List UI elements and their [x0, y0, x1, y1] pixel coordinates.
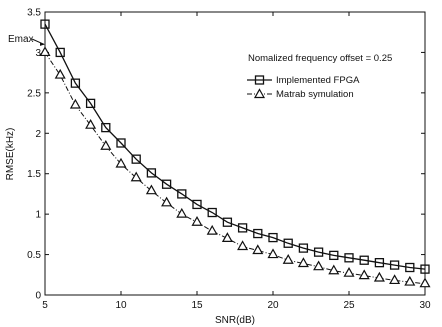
data-point-fpga: [420, 264, 430, 274]
data-point-matlab: [404, 275, 416, 286]
data-point-matlab: [206, 224, 218, 235]
data-point-matlab: [419, 277, 431, 288]
data-point-fpga: [192, 199, 202, 210]
y-tick-label: 1: [35, 210, 41, 221]
data-point-matlab: [313, 260, 325, 271]
x-tick-label: 20: [267, 300, 279, 311]
legend-marker-matlab: [253, 88, 266, 99]
x-tick-label: 5: [42, 300, 48, 311]
x-tick-label: 10: [115, 300, 127, 311]
data-point-matlab: [237, 240, 249, 251]
legend-marker-fpga: [254, 75, 265, 85]
data-point-fpga: [298, 243, 309, 253]
data-point-fpga: [116, 138, 126, 148]
data-point-matlab: [267, 248, 279, 259]
data-point-fpga: [70, 78, 81, 88]
data-point-fpga: [131, 154, 141, 164]
data-point-matlab: [191, 216, 203, 226]
data-point-matlab: [252, 244, 264, 255]
y-axis-label: RMSE(kHz): [5, 128, 16, 181]
data-point-fpga: [207, 207, 217, 218]
data-point-matlab: [221, 232, 233, 242]
x-axis-label: SNR(dB): [215, 315, 255, 326]
data-point-matlab: [343, 266, 355, 277]
y-tick-label: 0.5: [27, 250, 41, 261]
data-point-fpga: [161, 179, 172, 189]
x-tick-label: 15: [191, 300, 203, 311]
data-point-matlab: [115, 157, 127, 168]
data-point-fpga: [146, 168, 157, 178]
legend-label-matlab: Matrab symulation: [276, 89, 354, 100]
emax-arrowhead: [40, 42, 45, 46]
data-point-matlab: [130, 171, 142, 182]
data-point-matlab: [297, 257, 309, 268]
data-point-fpga: [222, 217, 233, 227]
data-point-matlab: [282, 254, 294, 264]
data-point-matlab: [39, 46, 51, 57]
data-point-fpga: [389, 260, 400, 270]
data-point-fpga: [268, 232, 278, 243]
axis-ticks: 5 10 15 20 25 30 0 0.5 1 1.5 2 2.5 3 3.5: [27, 8, 431, 312]
data-point-fpga: [283, 238, 293, 248]
x-tick-label: 25: [343, 300, 355, 311]
data-point-matlab: [100, 139, 112, 150]
data-point-matlab: [54, 68, 66, 79]
data-point-fpga: [374, 258, 385, 268]
data-point-fpga: [101, 122, 111, 133]
y-tick-label: 0: [35, 291, 41, 302]
data-point-fpga: [329, 250, 339, 261]
data-series: [39, 19, 431, 288]
data-point-matlab: [161, 196, 173, 207]
y-tick-label: 2.5: [27, 88, 41, 99]
data-point-fpga: [253, 228, 263, 239]
data-point-fpga: [405, 262, 415, 273]
legend-label-fpga: Implemented FPGA: [276, 75, 360, 86]
y-tick-label: 2: [35, 129, 41, 140]
data-point-matlab: [328, 264, 340, 275]
legend: Implemented FPGA Matrab symulation: [247, 75, 360, 100]
data-point-fpga: [55, 47, 65, 58]
data-point-fpga: [313, 247, 324, 257]
data-point-matlab: [373, 271, 385, 282]
series-line-1: [44, 52, 426, 285]
data-point-matlab: [145, 184, 157, 195]
data-point-fpga: [177, 189, 187, 199]
data-point-matlab: [69, 98, 81, 109]
y-tick-label: 1.5: [27, 169, 41, 180]
data-point-matlab: [389, 274, 401, 285]
data-point-fpga: [40, 19, 50, 29]
y-tick-label: 3: [35, 48, 41, 59]
y-tick-label: 3.5: [27, 8, 41, 19]
series-line-0: [44, 23, 426, 270]
plot-frame: [44, 11, 426, 296]
annotation-text: Nomalized frequency offset = 0.25: [248, 53, 392, 64]
data-point-matlab: [358, 269, 370, 280]
data-point-fpga: [344, 253, 354, 263]
data-point-fpga: [85, 98, 96, 109]
data-point-matlab: [176, 207, 188, 218]
x-tick-label: 30: [419, 300, 431, 311]
data-point-fpga: [237, 223, 248, 233]
emax-label: Emax: [8, 34, 34, 45]
data-point-fpga: [359, 255, 369, 265]
data-point-matlab: [85, 118, 97, 129]
